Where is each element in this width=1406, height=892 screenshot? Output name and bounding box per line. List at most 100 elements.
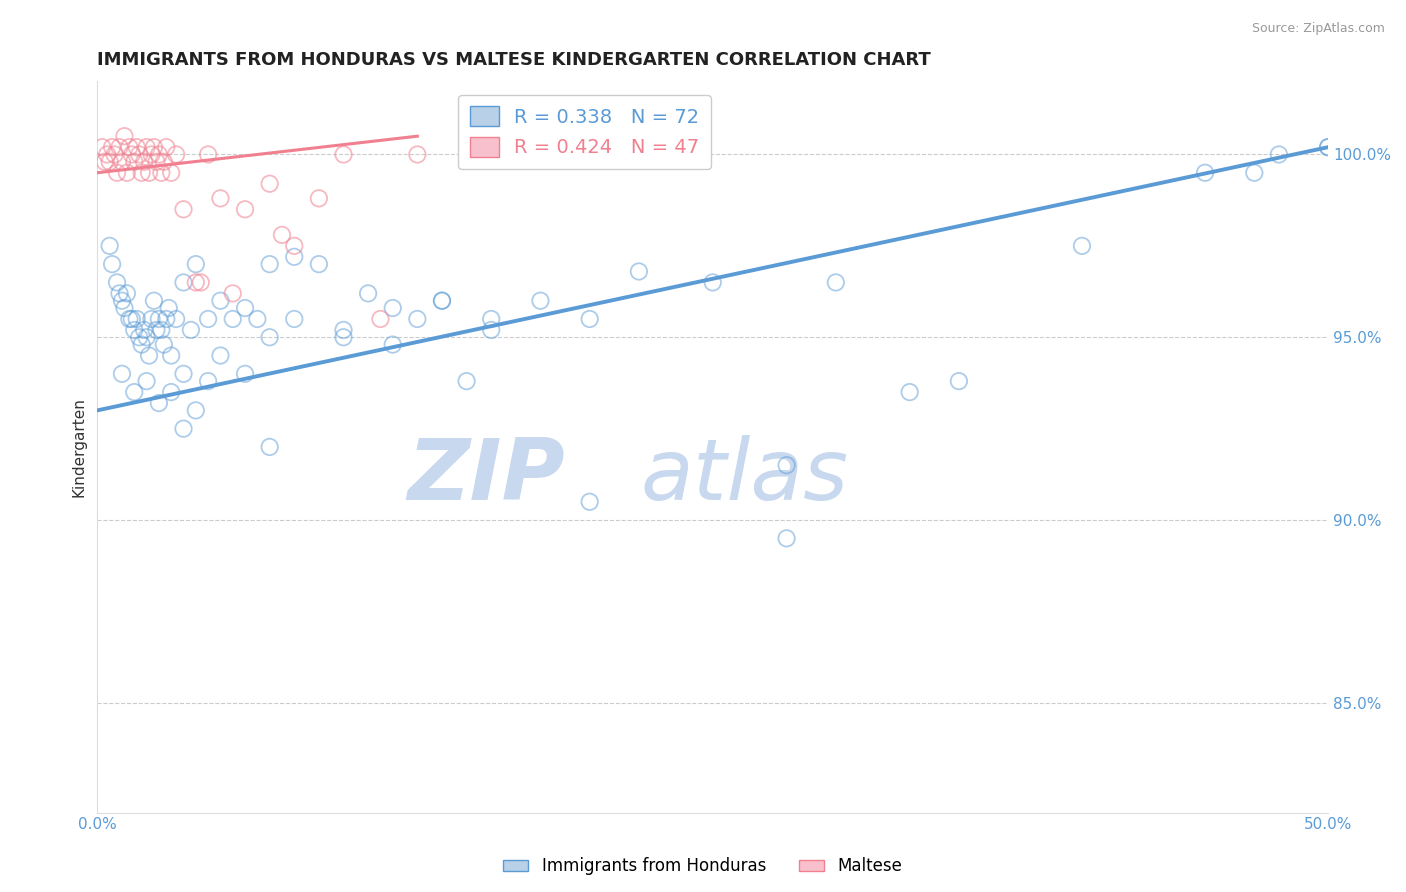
Point bbox=[775, 458, 797, 473]
Point bbox=[381, 337, 404, 351]
Point bbox=[134, 323, 156, 337]
Text: atlas: atlas bbox=[640, 434, 848, 517]
Point bbox=[165, 312, 187, 326]
Point bbox=[1071, 239, 1094, 253]
Point bbox=[1268, 147, 1291, 161]
Point bbox=[824, 276, 846, 290]
Point bbox=[157, 301, 180, 315]
Point bbox=[246, 312, 269, 326]
Point bbox=[357, 286, 380, 301]
Point bbox=[150, 166, 173, 180]
Point bbox=[128, 330, 150, 344]
Point bbox=[118, 312, 141, 326]
Point bbox=[124, 154, 146, 169]
Point bbox=[173, 202, 195, 217]
Point bbox=[430, 293, 453, 308]
Point bbox=[197, 147, 219, 161]
Point bbox=[160, 385, 183, 400]
Point bbox=[98, 239, 121, 253]
Point bbox=[125, 140, 148, 154]
Point bbox=[1194, 166, 1216, 180]
Point bbox=[283, 312, 305, 326]
Point bbox=[148, 312, 170, 326]
Point bbox=[479, 312, 502, 326]
Point bbox=[184, 403, 207, 417]
Point bbox=[131, 166, 153, 180]
Point bbox=[775, 532, 797, 546]
Point bbox=[131, 337, 153, 351]
Point bbox=[381, 301, 404, 315]
Point bbox=[141, 147, 163, 161]
Point bbox=[1317, 140, 1340, 154]
Point bbox=[173, 367, 195, 381]
Point bbox=[578, 495, 600, 509]
Point bbox=[271, 227, 294, 242]
Point bbox=[135, 140, 157, 154]
Point bbox=[184, 276, 207, 290]
Point bbox=[111, 367, 134, 381]
Point bbox=[197, 312, 219, 326]
Point bbox=[173, 276, 195, 290]
Point bbox=[332, 323, 354, 337]
Point bbox=[143, 293, 166, 308]
Point bbox=[370, 312, 392, 326]
Point bbox=[93, 154, 115, 169]
Point bbox=[430, 293, 453, 308]
Point bbox=[233, 301, 256, 315]
Point bbox=[91, 140, 114, 154]
Point bbox=[180, 323, 202, 337]
Point bbox=[155, 312, 177, 326]
Point bbox=[150, 323, 173, 337]
Point bbox=[135, 330, 157, 344]
Point bbox=[165, 147, 187, 161]
Point bbox=[145, 154, 167, 169]
Point bbox=[948, 374, 970, 388]
Point bbox=[108, 140, 131, 154]
Point bbox=[134, 154, 156, 169]
Point bbox=[143, 140, 166, 154]
Point bbox=[112, 129, 135, 144]
Point bbox=[115, 166, 138, 180]
Point bbox=[283, 250, 305, 264]
Point bbox=[138, 349, 160, 363]
Point bbox=[222, 286, 245, 301]
Point bbox=[173, 422, 195, 436]
Text: IMMIGRANTS FROM HONDURAS VS MALTESE KINDERGARTEN CORRELATION CHART: IMMIGRANTS FROM HONDURAS VS MALTESE KIND… bbox=[97, 51, 931, 69]
Point bbox=[155, 140, 177, 154]
Point bbox=[308, 257, 330, 271]
Point bbox=[259, 177, 281, 191]
Point bbox=[112, 301, 135, 315]
Text: ZIP: ZIP bbox=[408, 434, 565, 517]
Point bbox=[118, 140, 141, 154]
Point bbox=[153, 337, 176, 351]
Point bbox=[259, 330, 281, 344]
Point bbox=[128, 147, 150, 161]
Point bbox=[111, 293, 134, 308]
Point bbox=[332, 330, 354, 344]
Point bbox=[124, 323, 146, 337]
Point bbox=[138, 166, 160, 180]
Point bbox=[148, 396, 170, 410]
Point bbox=[103, 147, 125, 161]
Point bbox=[124, 385, 146, 400]
Point bbox=[197, 374, 219, 388]
Text: Source: ZipAtlas.com: Source: ZipAtlas.com bbox=[1251, 22, 1385, 36]
Y-axis label: Kindergarten: Kindergarten bbox=[72, 397, 86, 497]
Point bbox=[105, 276, 128, 290]
Point bbox=[406, 312, 429, 326]
Point bbox=[105, 166, 128, 180]
Legend: Immigrants from Honduras, Maltese: Immigrants from Honduras, Maltese bbox=[496, 851, 910, 882]
Point bbox=[406, 147, 429, 161]
Point bbox=[702, 276, 724, 290]
Point bbox=[1243, 166, 1265, 180]
Point bbox=[209, 293, 232, 308]
Point bbox=[160, 349, 183, 363]
Point bbox=[135, 374, 157, 388]
Legend: R = 0.338   N = 72, R = 0.424   N = 47: R = 0.338 N = 72, R = 0.424 N = 47 bbox=[458, 95, 711, 169]
Point bbox=[153, 154, 176, 169]
Point bbox=[190, 276, 212, 290]
Point bbox=[184, 257, 207, 271]
Point bbox=[160, 166, 183, 180]
Point bbox=[145, 323, 167, 337]
Point bbox=[578, 312, 600, 326]
